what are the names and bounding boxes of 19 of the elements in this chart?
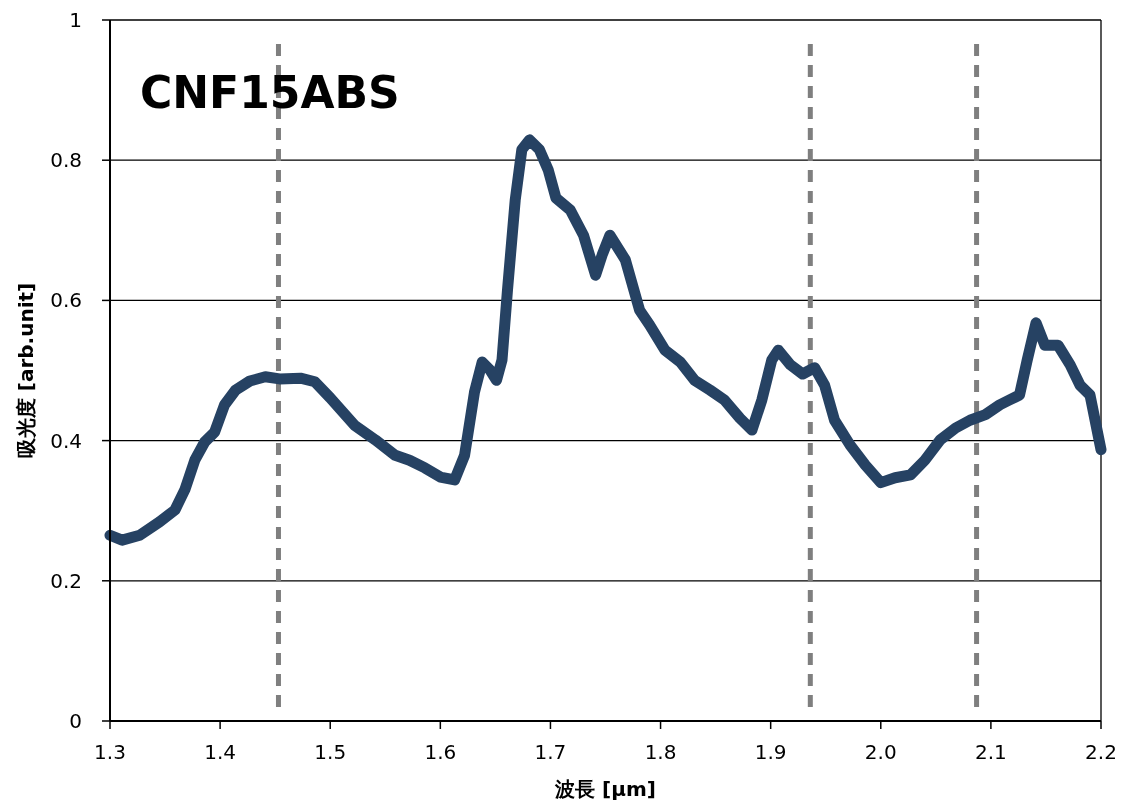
annotation: CNF15ABS [140, 67, 400, 118]
y-tick-label: 0 [69, 709, 82, 733]
x-tick-label: 1.7 [534, 740, 567, 764]
x-tick-label: 2.2 [1085, 740, 1117, 764]
x-tick-label: 1.5 [314, 740, 347, 764]
x-tick-label: 2.0 [864, 740, 897, 764]
x-tick-label: 1.6 [424, 740, 457, 764]
y-tick-label: 0.4 [50, 428, 82, 453]
y-tick-label: 0.2 [50, 568, 82, 593]
x-tick-label: 1.4 [204, 740, 237, 764]
x-axis-title: 波長 [μm] [554, 777, 656, 801]
x-tick-label: 2.1 [974, 740, 1007, 764]
y-tick-label: 1 [69, 8, 82, 32]
y-tick-label: 0.8 [50, 148, 82, 173]
x-tick-label: 1.3 [94, 740, 126, 764]
x-tick-label: 1.9 [754, 740, 787, 764]
x-tick-label: 1.8 [644, 740, 677, 764]
y-tick-label: 0.6 [50, 288, 82, 313]
y-axis-title: 吸光度 [arb.unit] [14, 282, 38, 459]
